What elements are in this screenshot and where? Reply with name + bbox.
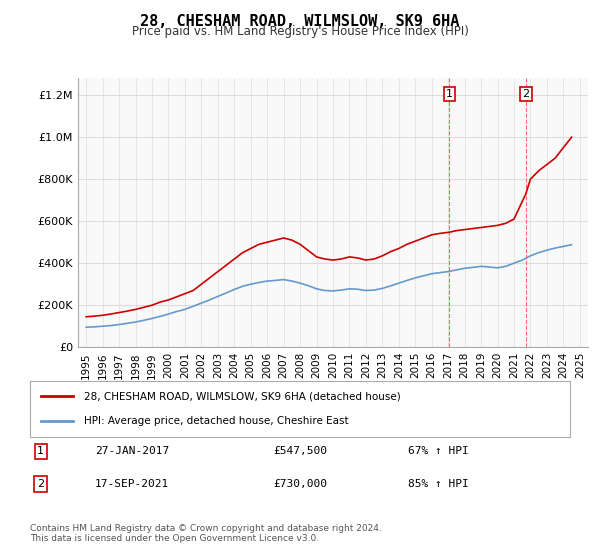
Text: £730,000: £730,000 xyxy=(273,479,327,489)
Text: £547,500: £547,500 xyxy=(273,446,327,456)
Text: Contains HM Land Registry data © Crown copyright and database right 2024.
This d: Contains HM Land Registry data © Crown c… xyxy=(30,524,382,543)
Text: 17-SEP-2021: 17-SEP-2021 xyxy=(95,479,169,489)
Text: 28, CHESHAM ROAD, WILMSLOW, SK9 6HA (detached house): 28, CHESHAM ROAD, WILMSLOW, SK9 6HA (det… xyxy=(84,391,401,402)
Text: HPI: Average price, detached house, Cheshire East: HPI: Average price, detached house, Ches… xyxy=(84,416,349,426)
Text: 1: 1 xyxy=(446,89,453,99)
Text: 2: 2 xyxy=(37,479,44,489)
Text: 27-JAN-2017: 27-JAN-2017 xyxy=(95,446,169,456)
Text: Price paid vs. HM Land Registry's House Price Index (HPI): Price paid vs. HM Land Registry's House … xyxy=(131,25,469,38)
Text: 28, CHESHAM ROAD, WILMSLOW, SK9 6HA: 28, CHESHAM ROAD, WILMSLOW, SK9 6HA xyxy=(140,14,460,29)
Text: 2: 2 xyxy=(522,89,529,99)
Text: 85% ↑ HPI: 85% ↑ HPI xyxy=(408,479,469,489)
Text: 67% ↑ HPI: 67% ↑ HPI xyxy=(408,446,469,456)
Text: 1: 1 xyxy=(37,446,44,456)
